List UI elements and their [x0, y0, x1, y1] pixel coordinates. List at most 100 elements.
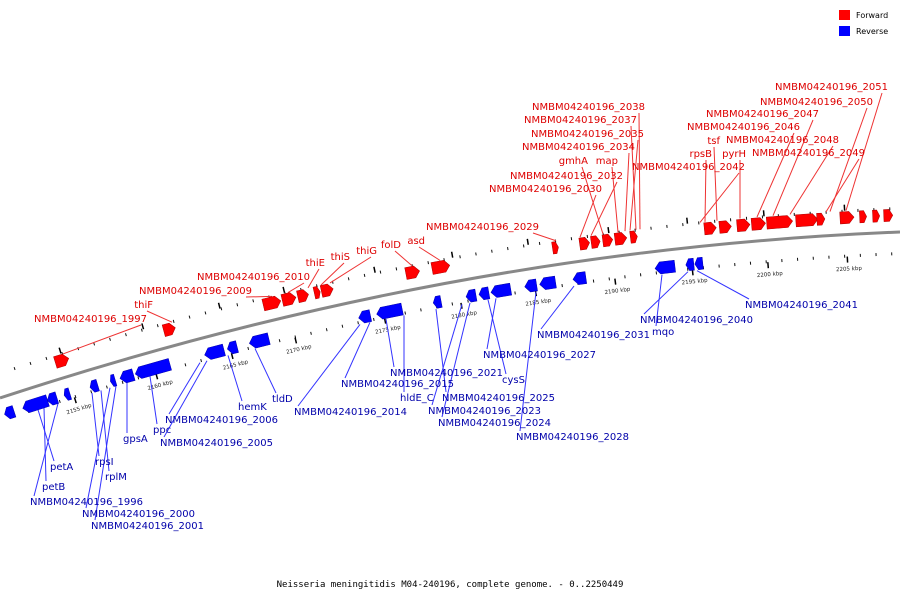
forward-leader-line [307, 268, 320, 289]
forward-gene-arrow [736, 218, 751, 232]
reverse-gene-labels: petA petB NMBM04240196_1996 rpsI rplM NMBM042… [30, 300, 858, 532]
reverse-gene-label-ppc: ppc [153, 425, 171, 436]
forward-leader-line [772, 119, 814, 216]
forward-gene-arrow [590, 235, 601, 249]
forward-leader-line [611, 166, 619, 233]
forward-leader-line [320, 262, 345, 286]
forward-gene-arrow [872, 209, 880, 223]
reverse-gene-arrow [376, 302, 404, 320]
reverse-gene-arrow [478, 286, 491, 301]
forward-leader-line [825, 158, 860, 213]
tick-label: 2170 kbp [286, 344, 313, 356]
reverse-leader-line [227, 355, 243, 402]
reverse-gene-arrow [249, 332, 271, 349]
reverse-gene-label-mqo: mqo [652, 327, 674, 338]
tick-mark [650, 226, 658, 275]
major-tick: 2180 kbp [450, 251, 478, 321]
reverse-gene-arrow [572, 271, 587, 285]
forward-gene-arrow [750, 217, 766, 231]
forward-gene-label-nmbm04240196-2035: NMBM04240196_2035 [531, 129, 644, 140]
forward-leader-line [638, 112, 641, 230]
reverse-leader-line [149, 376, 158, 425]
tick-mark [761, 215, 767, 264]
reverse-gene-label-nmbm04240196-2015: NMBM04240196_2015 [341, 379, 454, 390]
reverse-gene-label-rplm: rplM [105, 472, 127, 483]
forward-gene-label-nmbm04240196-2032: NMBM04240196_2032 [510, 171, 623, 182]
reverse-gene-arrow [654, 259, 676, 275]
major-tick: 2200 kbp [757, 210, 784, 279]
forward-gene-arrow [613, 232, 628, 246]
forward-gene-arrow [53, 353, 70, 369]
tick-label: 2185 kbp [525, 298, 552, 308]
reverse-gene-label-nmbm04240196-2031: NMBM04240196_2031 [537, 330, 650, 341]
forward-leader-line [146, 310, 173, 323]
reverse-gene-label-hemk: hemK [238, 402, 267, 413]
forward-gene-arrow [816, 212, 826, 226]
forward-gene-label-nmbm04240196-2029: NMBM04240196_2029 [426, 222, 539, 233]
forward-gene-arrow [629, 230, 638, 244]
tick-mark [125, 333, 140, 380]
reverse-gene-arrow [465, 288, 478, 303]
forward-leader-line [630, 125, 637, 230]
reverse-gene-label-petb: petB [42, 482, 65, 493]
major-tick: 2185 kbp [525, 238, 552, 308]
forward-gene-arrow [601, 233, 614, 248]
reverse-leader-line [91, 393, 100, 457]
forward-leader-line [62, 324, 142, 355]
forward-gene-arrow [839, 211, 855, 225]
forward-gene-label-this: thiS [331, 252, 350, 263]
forward-gene-label-nmbm04240196-2038: NMBM04240196_2038 [532, 102, 645, 113]
reverse-gene-arrow [432, 295, 443, 309]
forward-gene-arrow [883, 209, 894, 222]
forward-gene-label-gmha: gmhA [559, 156, 588, 167]
forward-gene-arrow [404, 265, 420, 280]
reverse-leader-line [297, 324, 361, 407]
tick-label: 2195 kbp [681, 278, 708, 287]
reverse-gene-label-nmbm04240196-2005: NMBM04240196_2005 [160, 438, 273, 449]
forward-leader-line [590, 181, 618, 236]
forward-gene-arrow [161, 322, 176, 337]
reverse-leader-line [519, 291, 537, 432]
forward-gene-arrow [430, 260, 451, 275]
reverse-gene-label-nmbm04240196-2041: NMBM04240196_2041 [745, 300, 858, 311]
forward-gene-label-thig: thiG [356, 246, 377, 257]
reverse-gene-arrow [63, 387, 72, 401]
reverse-gene-label-tldd: tldD [272, 394, 293, 405]
legend-reverse-label: Reverse [856, 27, 888, 36]
tick-mark [109, 337, 124, 385]
reverse-leader-line [540, 285, 575, 330]
forward-gene-arrow [261, 295, 282, 312]
tick-label: 2190 kbp [604, 287, 631, 296]
reverse-leader-line [696, 270, 750, 300]
forward-gene-arrow [859, 210, 867, 224]
reverse-gene-label-nmbm04240196-2000: NMBM04240196_2000 [82, 509, 195, 520]
tick-mark [634, 228, 642, 277]
reverse-leader-line [168, 362, 201, 415]
tick-mark [729, 218, 736, 267]
reverse-leader-line [33, 403, 59, 497]
reverse-gene-label-cyss: cysS [502, 375, 525, 386]
tick-mark [459, 255, 469, 303]
reverse-leader-line [486, 298, 497, 350]
forward-leader-line [829, 107, 868, 212]
reverse-gene-arrow [22, 394, 50, 413]
tick-mark [363, 273, 375, 322]
forward-gene-label-nmbm04240196-2050: NMBM04240196_2050 [760, 97, 873, 108]
reverse-gene-arrow [204, 343, 226, 360]
forward-gene-label-fold: folD [381, 240, 401, 251]
legend-forward-label: Forward [856, 11, 888, 20]
forward-gene-label-nmbm04240196-2042: NMBM04240196_2042 [632, 162, 745, 173]
tick-label: 2200 kbp [757, 271, 784, 279]
legend: Forward Reverse [839, 10, 888, 36]
tick-label: 2180 kbp [451, 310, 478, 321]
reverse-gene-label-gpsa: gpsA [123, 434, 148, 445]
major-tick: 2170 kbp [282, 286, 313, 356]
tick-label: 2205 kbp [836, 266, 863, 274]
reverse-gene-arrow [89, 379, 100, 393]
major-tick: 2205 kbp [836, 204, 863, 274]
reverse-gene-arrow [694, 256, 704, 270]
forward-gene-label-nmbm04240196-2049: NMBM04240196_2049 [752, 148, 865, 159]
reverse-gene-label-hlde-c: hldE_C [400, 393, 434, 404]
tick-mark [889, 207, 893, 256]
reverse-leader-line [37, 409, 55, 462]
